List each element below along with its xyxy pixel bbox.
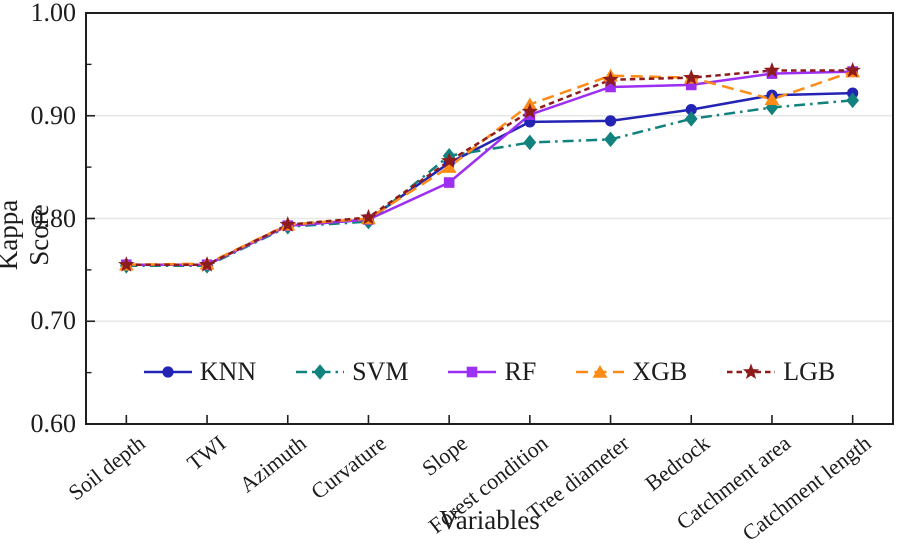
marker-star-lgb [440,152,458,168]
marker-diamond-svm [684,111,698,127]
legend-item-lgb: LGB [727,357,835,387]
marker-circle-knn [685,103,697,116]
legend-sample-marker-triangle [592,365,608,378]
y-tick-label: 0.80 [30,203,77,233]
legend-line-star-marker-icon [727,363,776,379]
marker-star-lgb [683,69,700,85]
marker-star-lgb [198,256,216,272]
legend-label: LGB [783,357,836,386]
marker-square-rf [605,81,616,93]
legend-item-rf: RF [448,357,536,387]
legend-label: SVM [352,357,409,386]
legend-sample-marker-diamond [313,364,327,380]
series-line-lgb [126,69,853,266]
legend-label: KNN [199,357,257,386]
marker-star-lgb [844,61,861,78]
legend-sample-marker-square [467,366,478,378]
y-axis-title: Kappa Score [0,199,54,271]
marker-star-lgb [602,71,619,87]
legend-line-triangle-marker-icon [576,365,625,378]
marker-star-lgb [521,103,539,119]
legend-sample-marker-star [743,363,760,379]
x-axis-title: Variables [439,505,540,535]
legend-line-diamond-marker-icon [296,364,345,380]
series-line-xgb [126,70,854,266]
marker-square-rf [685,79,697,91]
legend-item-xgb: XGB [576,357,687,387]
y-tick-label: 0.70 [30,306,77,336]
marker-star-lgb [118,256,135,272]
legend-line-circle-marker-icon [143,366,192,378]
legend-sample-marker-circle [162,366,174,378]
marker-square-rf [443,177,455,188]
legend-item-knn: KNN [143,357,257,387]
legend-label: XGB [632,357,688,386]
marker-star-lgb [763,61,781,78]
marker-star-lgb [360,208,377,225]
legend: KNN SVM RF XGB LGB [86,352,893,392]
legend-line-square-marker-icon [448,366,497,378]
marker-triangle-xgb [441,160,457,173]
marker-star-lgb [279,216,296,232]
legend-label: RF [504,357,537,386]
marker-diamond-svm [846,92,860,109]
marker-triangle-xgb [764,92,780,106]
y-tick-label: 0.90 [30,100,77,130]
series-line-knn [126,91,853,266]
marker-diamond-svm [523,134,537,151]
y-tick-label: 1.00 [30,0,77,27]
marker-circle-knn [604,115,617,127]
y-tick-label: 0.60 [30,409,77,438]
series-line-svm [126,99,853,268]
marker-diamond-svm [604,131,617,148]
legend-item-svm: SVM [296,357,408,387]
